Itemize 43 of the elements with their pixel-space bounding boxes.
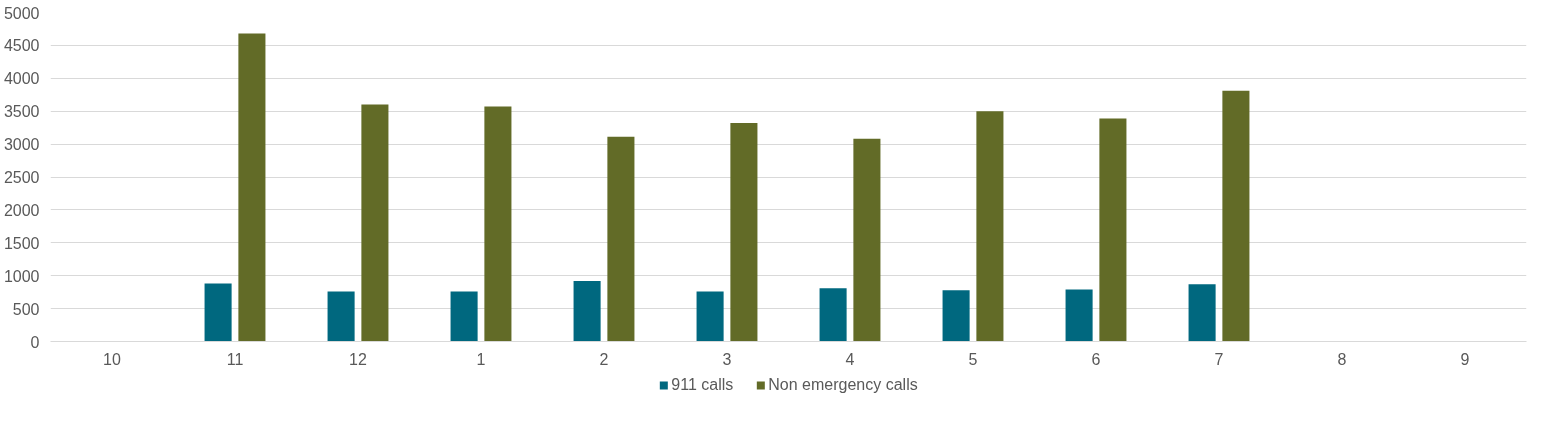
y-tick-label: 3500: [3, 103, 40, 121]
bar: [1188, 284, 1216, 342]
x-tick-label: 8: [1337, 350, 1347, 368]
bar: [573, 280, 601, 342]
bar: [942, 290, 970, 342]
bar: [976, 111, 1004, 342]
bar: [1099, 118, 1127, 342]
y-tick-label: 1000: [3, 267, 40, 285]
y-tick-label: 2000: [3, 201, 40, 219]
bar: [1065, 289, 1093, 342]
bar: [696, 291, 724, 342]
x-tick-label: 1: [476, 350, 486, 368]
y-tick-label: 500: [12, 300, 40, 318]
x-tick-label: 6: [1091, 350, 1101, 368]
x-tick-label: 3: [722, 350, 732, 368]
x-tick-label: 2: [599, 350, 609, 368]
bar: [819, 288, 847, 342]
bar: [484, 106, 512, 342]
x-tick-label: 7: [1214, 350, 1224, 368]
bar: [730, 123, 758, 342]
x-tick-label: 4: [845, 350, 855, 368]
bar: [1222, 90, 1250, 342]
y-tick-label: 2500: [3, 169, 40, 186]
y-tick-label: 1500: [3, 234, 40, 252]
legend-label: Non emergency calls: [768, 376, 918, 394]
y-tick-label: 5000: [3, 4, 40, 22]
y-tick-label: 4000: [3, 70, 40, 88]
y-tick-label: 0: [30, 333, 40, 351]
bar: [361, 104, 389, 342]
x-tick-label: 5: [968, 350, 978, 368]
bar: [327, 291, 355, 342]
bar: [450, 291, 478, 342]
y-tick-label: 3000: [3, 136, 40, 154]
y-tick-label: 4500: [3, 37, 40, 55]
bar: [607, 136, 635, 342]
x-tick-label: 10: [103, 350, 121, 368]
x-tick-label: 9: [1460, 350, 1470, 368]
bar: [204, 283, 232, 342]
legend-label: 911 calls: [671, 376, 734, 394]
bar: [853, 138, 881, 342]
x-tick-label: 11: [226, 350, 244, 368]
bar: [238, 33, 266, 342]
x-tick-label: 12: [349, 350, 367, 368]
